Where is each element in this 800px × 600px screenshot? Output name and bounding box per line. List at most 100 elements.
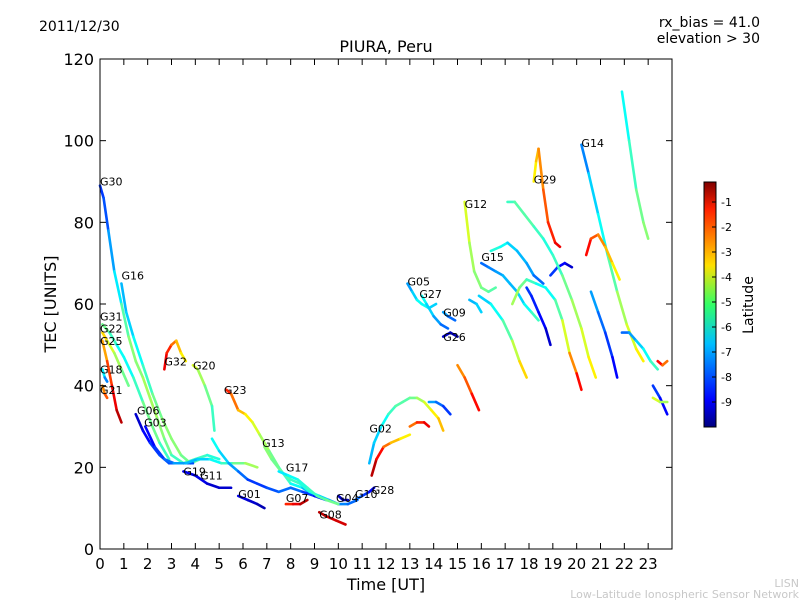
data-point-segment (506, 241, 519, 253)
data-point-segment (325, 515, 338, 522)
series-G07 (284, 498, 309, 506)
x-tick-label: 4 (191, 555, 201, 573)
data-point-segment (439, 323, 450, 330)
satellite-label: G30 (100, 176, 123, 189)
data-point-segment (532, 159, 538, 183)
x-tick-label: 1 (119, 555, 129, 573)
data-point-segment (103, 392, 109, 400)
x-tick-label: 3 (167, 555, 177, 573)
data-point-segment (270, 457, 283, 473)
x-axis-label: Time [UT] (346, 575, 425, 594)
data-point-segment (575, 372, 583, 392)
data-point-segment (508, 282, 519, 294)
satellite-label: G05 (407, 276, 430, 289)
data-point-segment (244, 412, 254, 424)
data-point-segment (649, 359, 660, 371)
satellite-label: G23 (224, 384, 247, 397)
data-point-segment (634, 339, 645, 351)
data-point-segment (115, 343, 126, 359)
series-G02b (427, 400, 452, 416)
data-point-segment (246, 498, 259, 506)
colorbar: -1 -2 -3 -4 -5 -6 -7 -8 -9 Latitude (703, 181, 757, 428)
satellite-label: G26 (443, 331, 466, 344)
satellite-label: G31 (100, 310, 123, 323)
satellite-label: G29 (534, 174, 557, 187)
data-point-segment (101, 323, 111, 334)
series-G28 (370, 433, 412, 477)
data-point-segment (589, 290, 600, 314)
data-point-segment (101, 331, 109, 343)
x-tick-label: 18 (519, 555, 538, 573)
data-point-segment (124, 310, 135, 338)
series-G05b (477, 294, 528, 379)
series-G08 (317, 510, 347, 526)
data-point-segment (236, 494, 250, 502)
y-tick-label: 60 (74, 295, 94, 314)
data-point-segment (134, 412, 145, 432)
data-point-segment (553, 298, 564, 322)
y-tick-label: 120 (63, 50, 94, 69)
data-point-segment (463, 376, 474, 396)
data-point-segment (205, 453, 221, 461)
data-point-segment (251, 421, 261, 436)
x-tick-label: 10 (329, 555, 348, 573)
watermark-subtitle: Low-Latitude Ionospheric Sensor Network (570, 588, 799, 600)
series-G09b (620, 331, 660, 371)
data-point-segment (634, 188, 645, 224)
data-point-segment (515, 249, 528, 265)
colorbar-tick-label: -8 (721, 371, 732, 384)
series-G23b (468, 298, 483, 314)
data-point-segment (122, 355, 135, 379)
data-point-segment (184, 457, 200, 465)
x-tick-label: 15 (448, 555, 467, 573)
data-point-segment (255, 502, 266, 510)
colorbar-tick-label: -9 (721, 396, 732, 409)
satellite-label: G08 (319, 508, 342, 521)
data-point-segment (113, 351, 123, 371)
data-point-segment (627, 331, 638, 343)
series-G29 (532, 147, 562, 249)
data-point-segment (489, 302, 505, 322)
data-point-segment (368, 486, 376, 494)
data-point-segment (158, 441, 171, 461)
series-G26 (441, 331, 459, 338)
series-G18 (101, 368, 109, 383)
data-point-segment (120, 368, 130, 387)
series-G25 (101, 339, 123, 424)
data-point-segment (563, 261, 574, 269)
series-G24 (620, 90, 650, 240)
data-point-segment (296, 478, 309, 490)
data-point-segment (437, 417, 445, 432)
data-point-segment (277, 470, 290, 477)
data-point-segment (120, 282, 128, 314)
data-point-segment (389, 437, 402, 445)
satellite-label: G14 (581, 137, 604, 150)
plot-area (100, 59, 672, 549)
data-point-segment (513, 200, 526, 216)
data-layer (98, 90, 669, 526)
data-point-segment (148, 396, 159, 420)
data-point-segment (101, 384, 107, 396)
data-point-segment (210, 437, 221, 453)
data-point-segment (155, 417, 166, 441)
data-point-segment (382, 441, 393, 449)
data-point-segment (446, 314, 457, 322)
satellite-label: G18 (100, 363, 123, 376)
data-point-segment (658, 396, 669, 416)
colorbar-tick-label: -1 (721, 196, 732, 209)
x-tick-label: 17 (496, 555, 515, 573)
data-point-segment (196, 368, 207, 387)
series-G15b (651, 384, 669, 416)
data-point-segment (518, 359, 528, 379)
series-G17 (277, 470, 340, 506)
data-point-segment (525, 278, 538, 285)
data-point-segment (589, 233, 600, 240)
data-point-segment (406, 282, 414, 294)
series-G28b (656, 359, 669, 367)
data-point-segment (141, 400, 154, 428)
data-point-segment (561, 274, 574, 302)
chart-title: PIURA, Peru (339, 37, 432, 56)
data-point-segment (315, 494, 328, 502)
satellite-label: G28 (372, 484, 395, 497)
data-point-segment (394, 400, 404, 408)
